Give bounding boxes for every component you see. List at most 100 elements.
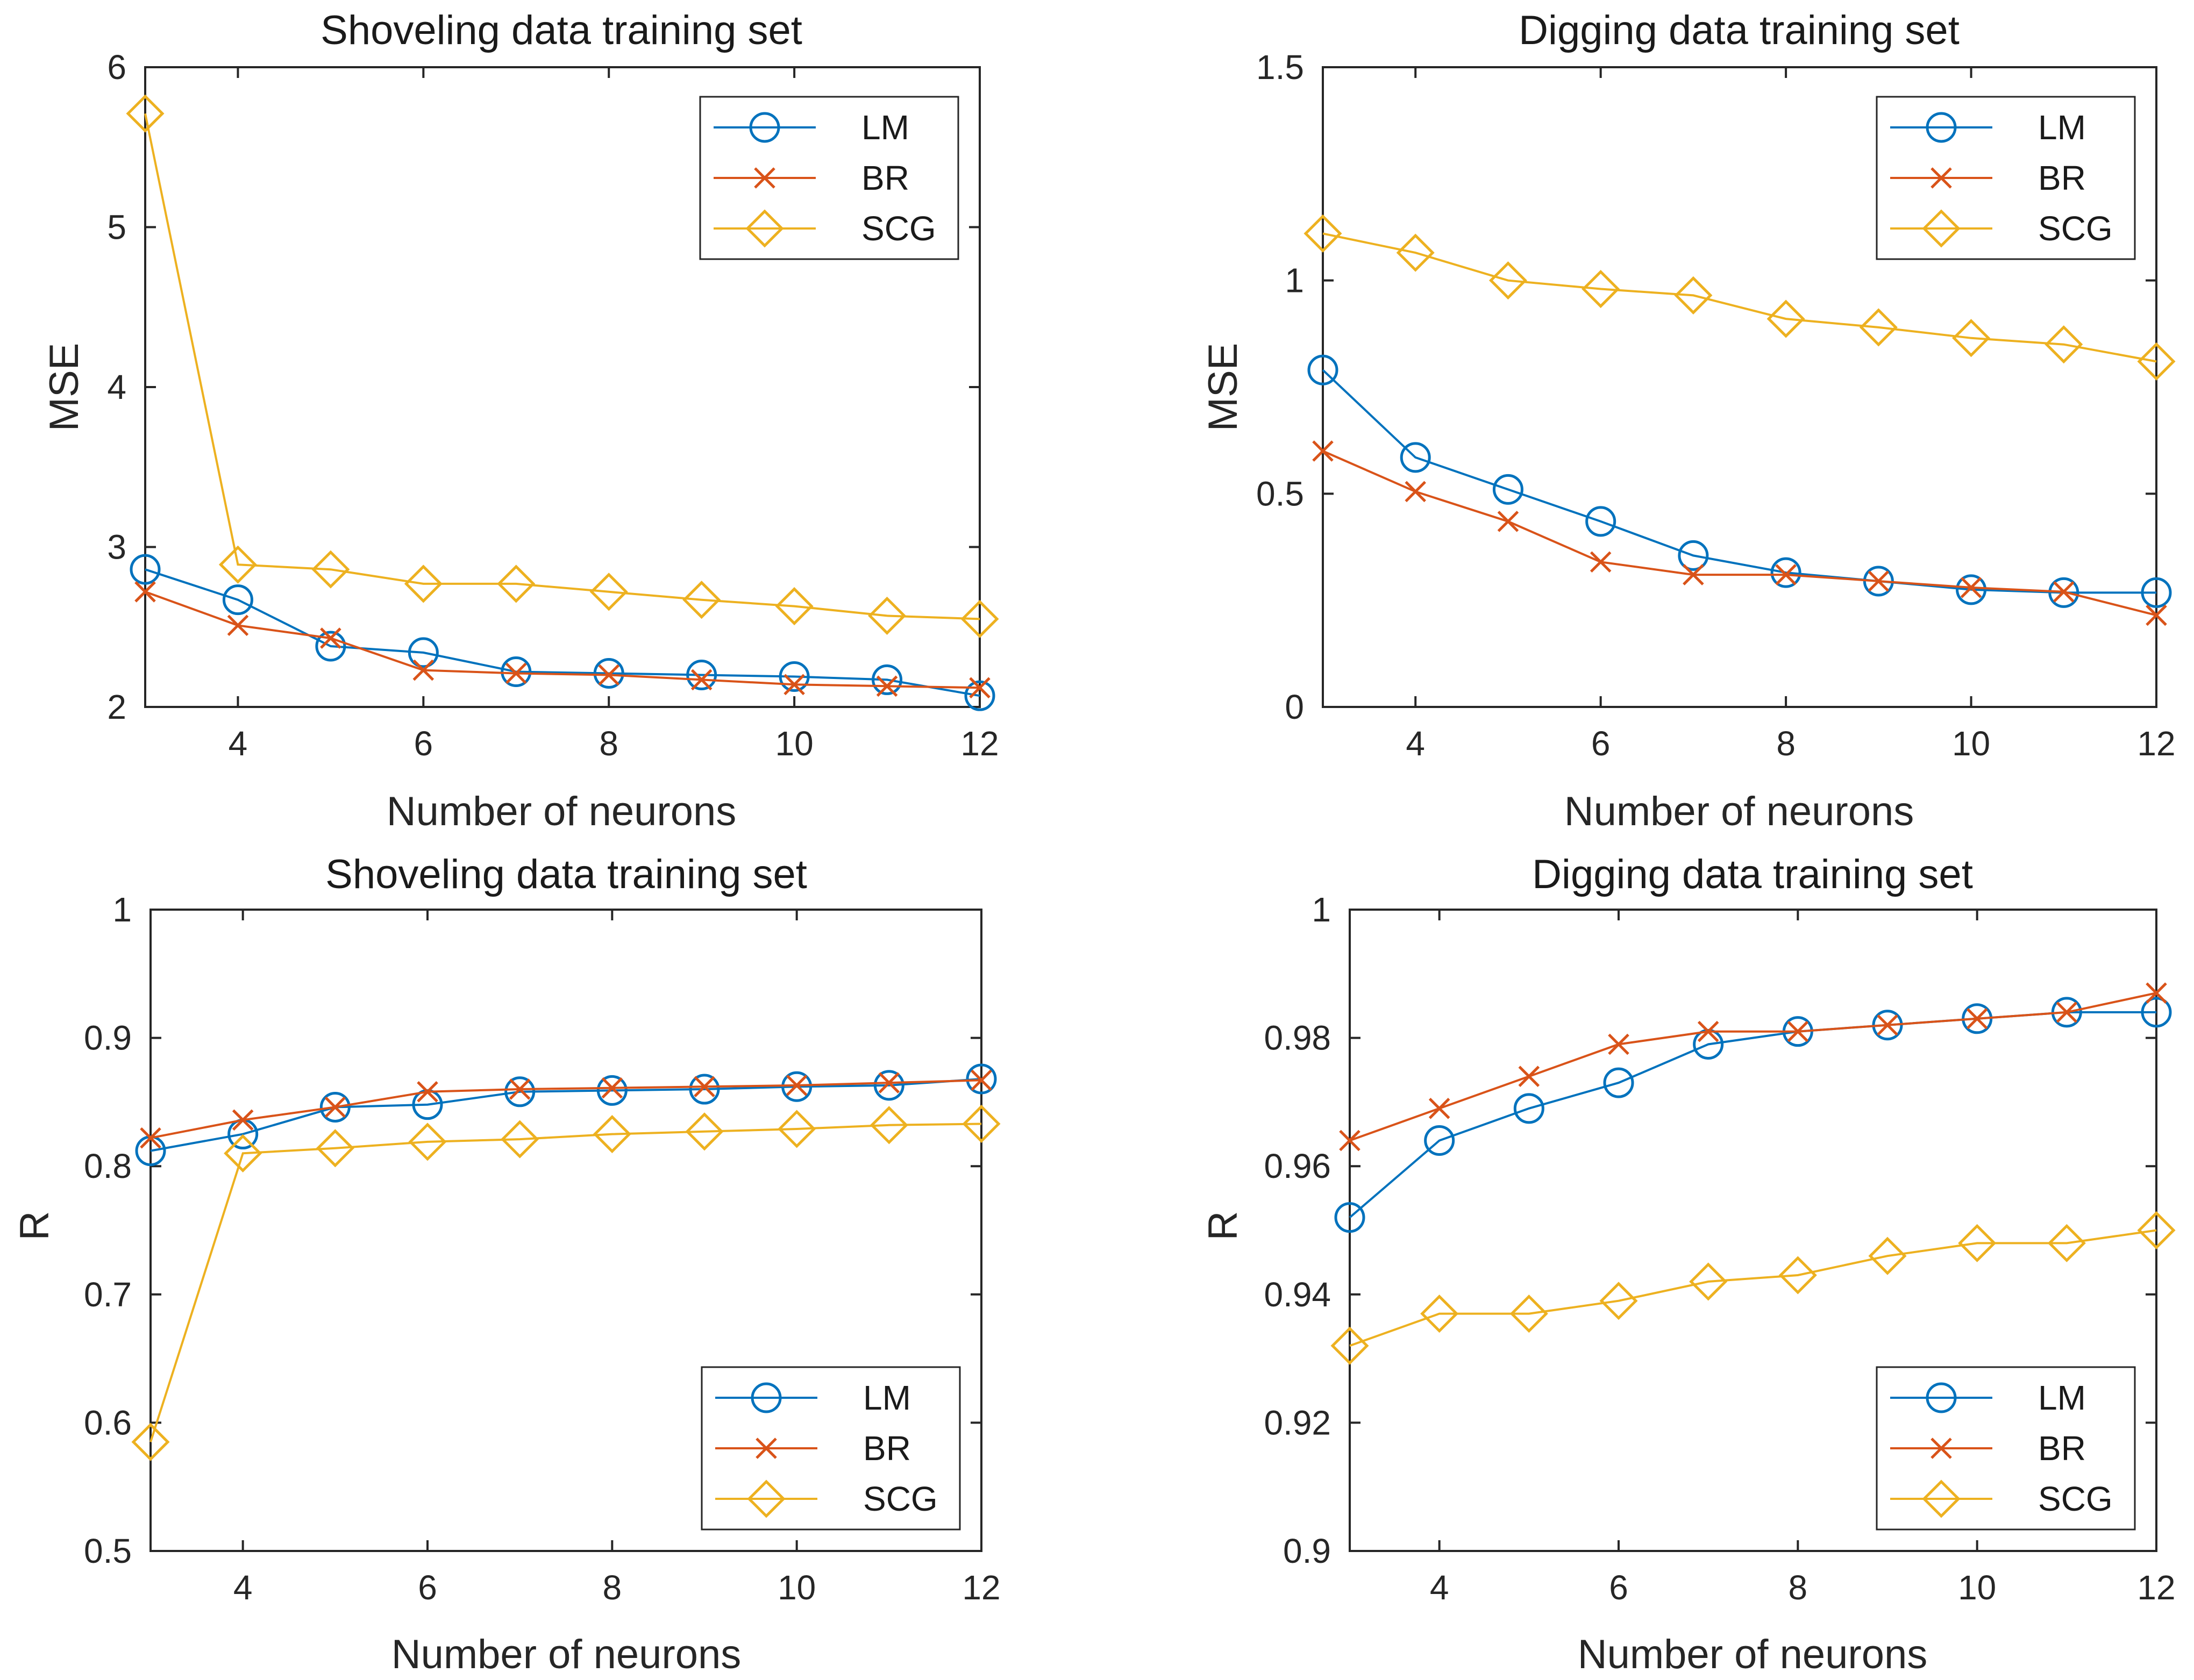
data-point-lm bbox=[1400, 442, 1431, 473]
legend: LM BR SCG bbox=[699, 96, 959, 260]
plot-lines bbox=[126, 94, 999, 711]
y-tick-label: 0.9 bbox=[84, 1019, 132, 1057]
data-point-lm bbox=[222, 584, 253, 616]
data-point-br bbox=[690, 669, 713, 691]
y-tick-label: 1.5 bbox=[1256, 48, 1304, 87]
legend-label-scg: SCG bbox=[863, 1479, 938, 1518]
data-point-br bbox=[1497, 511, 1519, 532]
data-point-scg bbox=[589, 573, 628, 611]
mse-digging-panel: Digging data training set Number of neur… bbox=[1200, 8, 2176, 834]
data-point-br bbox=[969, 677, 991, 699]
data-point-br bbox=[227, 614, 249, 637]
legend: LM BR SCG bbox=[1876, 96, 2136, 260]
data-point-br bbox=[598, 664, 619, 686]
legend-marker-br bbox=[754, 167, 775, 189]
data-point-scg bbox=[1396, 233, 1435, 272]
data-point-scg bbox=[316, 1129, 354, 1168]
data-point-lm bbox=[1334, 1202, 1365, 1233]
y-axis-label: MSE bbox=[41, 343, 87, 432]
series-line-br bbox=[145, 590, 980, 689]
legend-marker-scg bbox=[1922, 1479, 1961, 1518]
data-point-br bbox=[876, 675, 898, 697]
data-point-br bbox=[1405, 481, 1426, 503]
data-point-br bbox=[786, 1075, 808, 1096]
x-tick-label: 10 bbox=[778, 1568, 816, 1607]
axes: 4 6 8 10 12 0.9 0.92 0.94 0.96 0.98 1 bbox=[1264, 890, 2175, 1607]
x-tick-label: 8 bbox=[1789, 1568, 1808, 1607]
axes-box bbox=[1322, 66, 2157, 708]
data-point-lm bbox=[2048, 577, 2079, 608]
legend: LM BR SCG bbox=[701, 1366, 961, 1531]
data-point-br bbox=[134, 581, 156, 603]
data-point-lm bbox=[689, 1074, 720, 1105]
axes: 4 6 8 10 12 0 0.5 1 1.5 bbox=[1256, 48, 2176, 763]
data-point-br bbox=[505, 662, 527, 684]
y-tick-label: 0.5 bbox=[84, 1532, 132, 1570]
r-shoveling-panel: Shoveling data training set Number of ne… bbox=[12, 852, 1001, 1677]
series-line-lm bbox=[1322, 369, 2156, 594]
x-tick-label: 6 bbox=[1609, 1568, 1628, 1607]
chart-title: Digging data training set bbox=[1519, 8, 1960, 53]
data-point-br bbox=[1775, 564, 1797, 585]
data-point-scg bbox=[408, 1123, 447, 1161]
data-point-scg bbox=[126, 94, 165, 133]
data-point-br bbox=[2146, 604, 2167, 626]
legend-label-scg: SCG bbox=[2038, 209, 2113, 248]
data-point-lm bbox=[315, 631, 346, 662]
data-point-scg bbox=[1488, 261, 1527, 300]
series-line-lm bbox=[145, 568, 980, 697]
data-point-br bbox=[783, 674, 805, 696]
x-tick-label: 4 bbox=[1430, 1568, 1449, 1607]
data-point-br bbox=[412, 659, 434, 681]
legend-label-lm: LM bbox=[2038, 1378, 2086, 1417]
data-point-br bbox=[1877, 1014, 1898, 1036]
x-axis-label: Number of neurons bbox=[387, 789, 737, 834]
x-tick-label: 4 bbox=[1406, 724, 1425, 763]
data-point-lm bbox=[596, 1075, 628, 1106]
plot-lines bbox=[1330, 982, 2176, 1365]
y-tick-label: 0.9 bbox=[1283, 1532, 1331, 1570]
legend-label-lm: LM bbox=[861, 108, 909, 147]
y-tick-label: 3 bbox=[107, 528, 126, 567]
x-axis-label: Number of neurons bbox=[391, 1632, 742, 1677]
data-point-scg bbox=[1420, 1295, 1459, 1333]
legend-marker-scg bbox=[745, 209, 784, 248]
data-point-br bbox=[140, 1127, 161, 1149]
data-point-br bbox=[878, 1072, 900, 1093]
x-tick-label: 10 bbox=[1958, 1568, 1996, 1607]
data-point-scg bbox=[2137, 1211, 2176, 1250]
data-point-lm bbox=[501, 656, 532, 688]
data-point-scg bbox=[870, 1106, 908, 1145]
data-point-lm bbox=[1770, 557, 1801, 588]
data-point-scg bbox=[682, 581, 721, 619]
chart-title: Shoveling data training set bbox=[320, 8, 802, 53]
x-tick-label: 6 bbox=[414, 724, 433, 763]
x-tick-label: 10 bbox=[1952, 724, 1990, 763]
y-tick-label: 0.94 bbox=[1264, 1275, 1331, 1314]
data-point-scg bbox=[311, 550, 350, 589]
legend-marker-lm bbox=[749, 112, 780, 143]
data-point-br bbox=[1312, 440, 1334, 462]
y-tick-label: 0.8 bbox=[84, 1147, 132, 1185]
data-point-lm bbox=[408, 637, 439, 668]
data-point-lm bbox=[2141, 997, 2172, 1028]
y-axis-label: R bbox=[12, 1211, 58, 1241]
y-tick-label: 0 bbox=[1285, 688, 1304, 726]
legend-label-lm: LM bbox=[2038, 108, 2086, 147]
legend-marker-lm bbox=[751, 1382, 782, 1413]
legend-marker-br bbox=[1931, 1438, 1952, 1459]
data-point-br bbox=[1697, 1020, 1719, 1042]
data-point-scg bbox=[778, 1110, 816, 1148]
data-point-scg bbox=[1859, 308, 1898, 347]
data-point-br bbox=[1960, 577, 1982, 598]
legend-label-br: BR bbox=[861, 159, 909, 197]
data-point-br bbox=[1608, 1033, 1629, 1055]
y-tick-label: 0.98 bbox=[1264, 1019, 1331, 1057]
y-tick-label: 4 bbox=[107, 368, 126, 406]
y-tick-label: 0.5 bbox=[1256, 474, 1304, 513]
data-point-scg bbox=[1599, 1282, 1638, 1320]
legend-label-scg: SCG bbox=[2038, 1479, 2113, 1518]
data-point-br bbox=[232, 1109, 254, 1131]
data-point-scg bbox=[962, 1104, 1001, 1143]
